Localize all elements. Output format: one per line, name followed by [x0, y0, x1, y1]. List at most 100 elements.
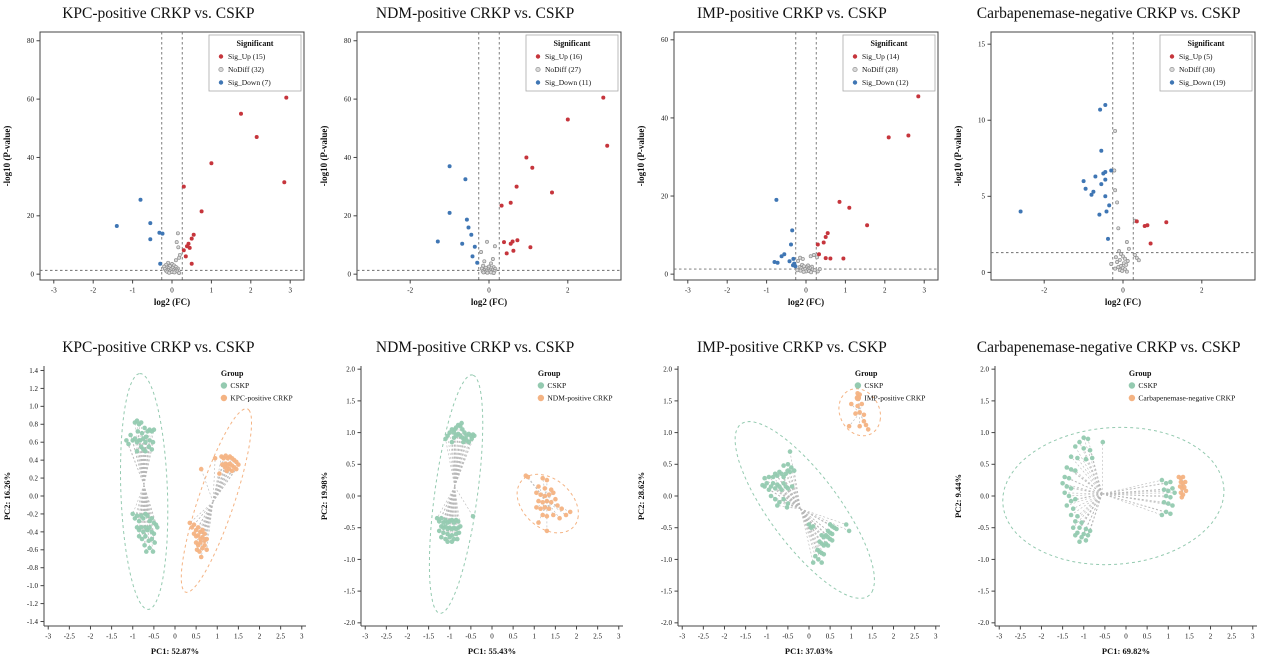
x-tick-label: -2.5 — [64, 633, 76, 641]
x-tick-label: 1 — [210, 287, 214, 295]
y-tick-label: 1.2 — [30, 385, 39, 393]
legend-title: Group — [1129, 369, 1152, 378]
x-tick-label: -1 — [447, 633, 453, 641]
pca-plot-imp: -3 -2.5 -2 -1.5 -1 -0.5 0 0.5 1 1.5 2 2.5 3 -2.0 -1.5 -… — [636, 366, 940, 656]
panel-title: NDM-positive CRKP vs. CSKP — [375, 339, 575, 356]
x-tick-label: 2 — [1208, 633, 1212, 641]
x-tick-label: -2 — [88, 633, 94, 641]
y-tick-label: -1.5 — [661, 588, 673, 596]
x-tick-label: -2.5 — [698, 633, 710, 641]
points-red — [815, 94, 921, 261]
y-tick-label: 2.0 — [980, 366, 989, 374]
x-tick-label: 2 — [892, 633, 896, 641]
panel-title: KPC-positive CRKP vs. CSKP — [62, 5, 255, 22]
volcano-panel-carb-negative: Carbapenemase-negative CRKP vs. CSKP -2 0… — [950, 0, 1267, 308]
x-tick-label: 0 — [174, 633, 178, 641]
legend-label: NoDiff (27) — [545, 65, 581, 74]
pca-row: KPC-positive CRKP vs. CSKP -3 -2.5 -2 -1.5-… — [0, 334, 1267, 658]
points-gray — [795, 253, 822, 275]
y-tick-label: 0.4 — [30, 457, 39, 465]
group-orange — [516, 473, 580, 534]
x-tick-label: -2 — [724, 287, 730, 295]
x-tick-label: -2 — [91, 287, 97, 295]
y-tick-label: -1.4 — [27, 618, 39, 626]
legend-label: Sig_Down (19) — [1179, 78, 1226, 87]
pca-panel-ndm: NDM-positive CRKP vs. CSKP -3 -2.5 -2 -1.5-… — [317, 334, 634, 658]
x-tick-label: -2.5 — [1014, 633, 1026, 641]
legend-title: Group — [221, 369, 244, 378]
points-red — [499, 95, 610, 256]
x-tick-label: 1 — [216, 633, 220, 641]
y-tick-label: 20 — [661, 192, 669, 200]
group-ellipse — [1001, 426, 1225, 566]
legend-label: NDM-positive CRKP — [548, 394, 613, 403]
y-axis-label: -log10 (P-value) — [2, 126, 12, 187]
x-tick-label: -2 — [1038, 633, 1044, 641]
pca-plot-carb-negative: -3 -2.5 -2 -1.5 -1 -0.5 0 0.5 1 1.5 2 2.5 3 -2.0 -1.5 -… — [953, 366, 1257, 656]
x-tick-label: -0.5 — [1099, 633, 1111, 641]
y-tick-label: -2.0 — [344, 619, 356, 627]
legend-title: Significant — [1187, 39, 1224, 48]
x-axis-label: PC1: 37.03% — [785, 646, 833, 656]
y-tick-label: 2.0 — [346, 366, 355, 374]
y-axis-label: PC2: 9.44% — [953, 474, 963, 518]
legend: Significant Sig_Up (16) NoDiff (27) Sig_Dow… — [525, 34, 619, 92]
x-tick-label: 1.5 — [551, 633, 560, 641]
points-red — [182, 95, 289, 266]
x-tick-label: -1 — [130, 633, 136, 641]
points-blue — [435, 164, 480, 265]
panel-title: IMP-positive CRKP vs. CSKP — [696, 5, 887, 22]
y-tick-label: 0.5 — [980, 461, 989, 469]
legend-label: Sig_Down (7) — [228, 78, 271, 87]
pca-panel-imp: IMP-positive CRKP vs. CSKP -3 -2.5 -2 -1.5-… — [634, 334, 951, 658]
points-blue — [115, 197, 165, 266]
y-tick-label: 40 — [661, 114, 669, 122]
y-axis-label: -log10 (P-value) — [636, 126, 646, 187]
legend-title: Group — [855, 369, 878, 378]
legend-label: NoDiff (32) — [228, 65, 264, 74]
x-axis-label: PC1: 52.87% — [151, 646, 199, 656]
pca-plot-kpc: -3 -2.5 -2 -1.5 -1 -0.5 0 0.5 1 1.5 2 2.5 3 -1.4 -1.2 -… — [2, 366, 307, 656]
x-tick-label: -1.5 — [106, 633, 118, 641]
x-tick-label: 3 — [300, 633, 304, 641]
volcano-row: KPC-positive CRKP vs. CSKP -3 -2 -1 0 1 2 3 0 20… — [0, 0, 1267, 308]
x-tick-label: 2 — [575, 633, 579, 641]
x-tick-label: -1.5 — [740, 633, 752, 641]
x-tick-label: 2.5 — [593, 633, 602, 641]
x-axis-label: log2 (FC) — [154, 297, 190, 307]
x-tick-label: 0.5 — [509, 633, 518, 641]
points-gray — [479, 239, 498, 275]
legend-label: NoDiff (28) — [862, 65, 898, 74]
x-tick-label: 3 — [289, 287, 293, 295]
y-tick-label: -0.5 — [978, 524, 990, 532]
y-tick-label: 40 — [344, 154, 352, 162]
legend: Significant Sig_Up (14) NoDiff (28) Sig_Dow… — [842, 34, 936, 92]
legend: Group CSKP Carbapenemase-negative CRKP — [1128, 369, 1235, 403]
x-tick-label: -2 — [1041, 287, 1047, 295]
x-tick-label: -0.5 — [149, 633, 161, 641]
y-tick-label: 0 — [981, 269, 985, 277]
volcano-panel-ndm: NDM-positive CRKP vs. CSKP -2 0 2 0 20 40 60 80… — [317, 0, 634, 308]
x-tick-label: 0 — [171, 287, 175, 295]
pca-plot-ndm: -3 -2.5 -2 -1.5 -1 -0.5 0 0.5 1 1.5 2 2.5 3 -2.0 -1.5 -… — [319, 366, 624, 656]
x-tick-label: 3 — [617, 633, 621, 641]
legend-label: Sig_Down (12) — [862, 78, 909, 87]
x-axis-label: PC1: 55.43% — [468, 646, 516, 656]
panel-title: IMP-positive CRKP vs. CSKP — [696, 339, 887, 356]
panel-title: KPC-positive CRKP vs. CSKP — [62, 339, 255, 356]
x-tick-label: -1 — [764, 633, 770, 641]
legend-label: Carbapenemase-negative CRKP — [1138, 394, 1235, 403]
group-orange — [1176, 474, 1188, 500]
group-orange — [181, 408, 253, 593]
x-axis-label: log2 (FC) — [471, 297, 507, 307]
legend-label: CSKP — [548, 381, 567, 390]
y-tick-label: -0.5 — [344, 524, 356, 532]
x-tick-label: 0 — [804, 287, 808, 295]
y-tick-label: 0.2 — [30, 474, 39, 482]
y-tick-label: 20 — [27, 212, 35, 220]
y-axis-label: PC2: 16.26% — [2, 472, 12, 520]
y-tick-label: 80 — [344, 37, 352, 45]
y-tick-label: 15 — [978, 41, 986, 49]
legend: Significant Sig_Up (5) NoDiff (30) Sig_Down… — [1159, 34, 1253, 92]
